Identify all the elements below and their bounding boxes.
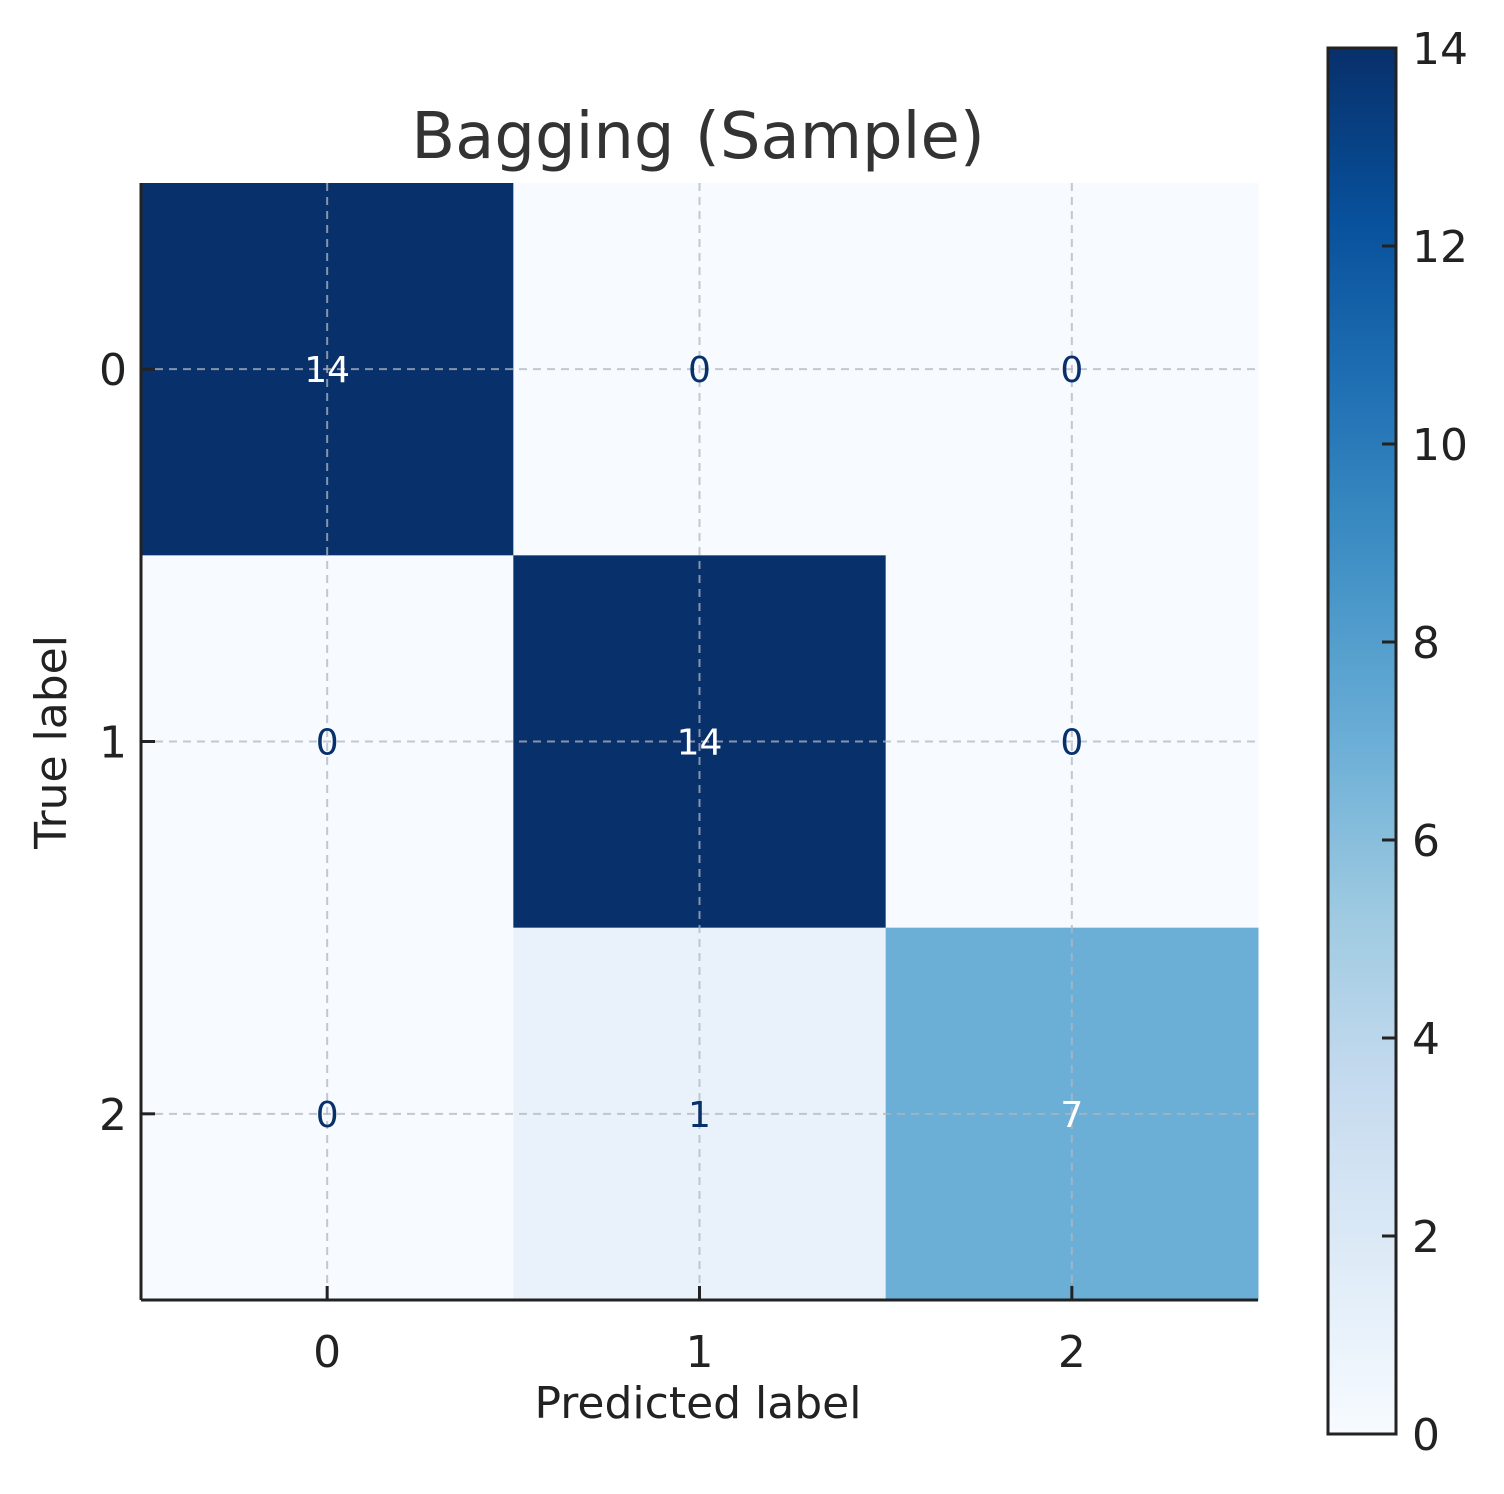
x-tick-label: 2 bbox=[1058, 1327, 1086, 1378]
colorbar-tick-label: 6 bbox=[1412, 816, 1440, 867]
y-tick-label: 1 bbox=[99, 718, 127, 769]
chart-title: Bagging (Sample) bbox=[411, 100, 985, 174]
x-axis-label: Predicted label bbox=[535, 1378, 862, 1429]
colorbar-tick-label: 0 bbox=[1412, 1410, 1440, 1461]
y-tick-label: 0 bbox=[99, 345, 127, 396]
colorbar bbox=[1326, 46, 1398, 1436]
colorbar-tick-label: 4 bbox=[1412, 1014, 1440, 1065]
colorbar-tick-label: 8 bbox=[1412, 618, 1440, 669]
cell-value-2-2: 7 bbox=[1060, 1095, 1083, 1136]
colorbar-tick-label: 12 bbox=[1412, 222, 1468, 273]
grid-lines bbox=[141, 183, 1258, 1300]
cell-value-1-0: 0 bbox=[316, 723, 339, 764]
colorbar-tick-label: 2 bbox=[1412, 1212, 1440, 1263]
colorbar-tick-label: 14 bbox=[1412, 24, 1468, 75]
x-tick-label: 0 bbox=[313, 1327, 341, 1378]
cell-value-1-1: 14 bbox=[677, 723, 723, 764]
x-tick-label: 1 bbox=[686, 1327, 714, 1378]
cell-value-0-0: 14 bbox=[304, 350, 350, 391]
y-axis-ticks: 0 1 2 bbox=[99, 345, 155, 1141]
colorbar-tick-label: 10 bbox=[1412, 420, 1468, 471]
cell-value-1-2: 0 bbox=[1060, 723, 1083, 764]
cell-value-2-1: 1 bbox=[688, 1095, 711, 1136]
y-axis-label: True label bbox=[26, 635, 77, 850]
colorbar-ticks: 0 2 4 6 8 10 12 14 bbox=[1382, 24, 1468, 1461]
cell-value-0-2: 0 bbox=[1060, 350, 1083, 391]
cell-value-2-0: 0 bbox=[316, 1095, 339, 1136]
cell-value-0-1: 0 bbox=[688, 350, 711, 391]
y-tick-label: 2 bbox=[99, 1090, 127, 1141]
cell-value-labels: 14 0 0 0 14 0 0 1 7 bbox=[304, 350, 1083, 1136]
x-axis-ticks: 0 1 2 bbox=[313, 1286, 1086, 1378]
